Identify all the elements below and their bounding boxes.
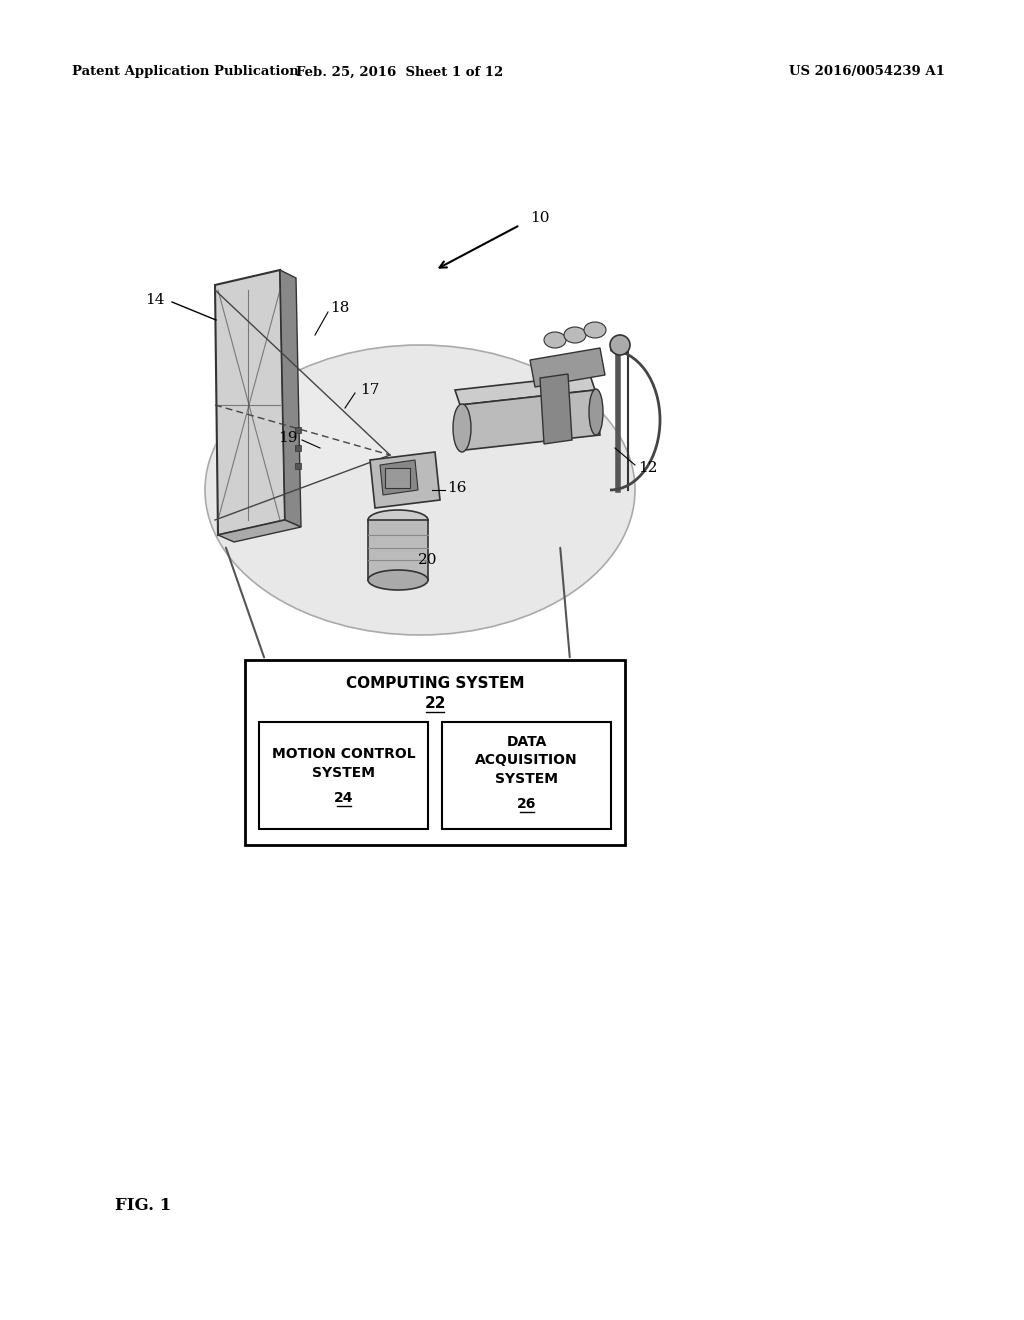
Polygon shape [540,374,572,444]
Text: 10: 10 [530,211,550,224]
Bar [295,463,301,469]
Text: 26: 26 [517,796,537,810]
Polygon shape [280,271,301,527]
Text: US 2016/0054239 A1: US 2016/0054239 A1 [790,66,945,78]
Text: MOTION CONTROL
SYSTEM: MOTION CONTROL SYSTEM [271,747,416,780]
Ellipse shape [589,389,603,436]
Text: 20: 20 [418,553,437,568]
FancyBboxPatch shape [385,469,410,488]
Text: 16: 16 [447,480,467,495]
Ellipse shape [368,570,428,590]
Text: FIG. 1: FIG. 1 [115,1196,171,1213]
Text: DATA
ACQUISITION
SYSTEM: DATA ACQUISITION SYSTEM [475,735,578,785]
Ellipse shape [564,327,586,343]
Polygon shape [455,375,595,405]
Polygon shape [368,520,428,579]
Bar [295,445,301,451]
Polygon shape [380,459,418,495]
Ellipse shape [205,345,635,635]
Polygon shape [215,271,285,535]
Ellipse shape [610,335,630,355]
Ellipse shape [544,333,566,348]
Polygon shape [218,520,301,543]
Text: Feb. 25, 2016  Sheet 1 of 12: Feb. 25, 2016 Sheet 1 of 12 [296,66,504,78]
Text: 18: 18 [330,301,349,315]
Text: 24: 24 [334,791,353,804]
Polygon shape [370,451,440,508]
Polygon shape [460,389,600,450]
Text: 12: 12 [638,461,657,475]
Text: 19: 19 [279,432,298,445]
FancyBboxPatch shape [259,722,428,829]
Polygon shape [215,290,390,520]
Text: COMPUTING SYSTEM: COMPUTING SYSTEM [346,676,524,692]
Bar [295,426,301,433]
Text: 14: 14 [145,293,165,308]
Ellipse shape [584,322,606,338]
Text: Patent Application Publication: Patent Application Publication [72,66,299,78]
Polygon shape [530,348,605,387]
FancyBboxPatch shape [442,722,611,829]
Text: 17: 17 [360,383,379,397]
Text: 22: 22 [424,697,445,711]
FancyBboxPatch shape [245,660,625,845]
Ellipse shape [368,510,428,531]
Ellipse shape [453,404,471,451]
